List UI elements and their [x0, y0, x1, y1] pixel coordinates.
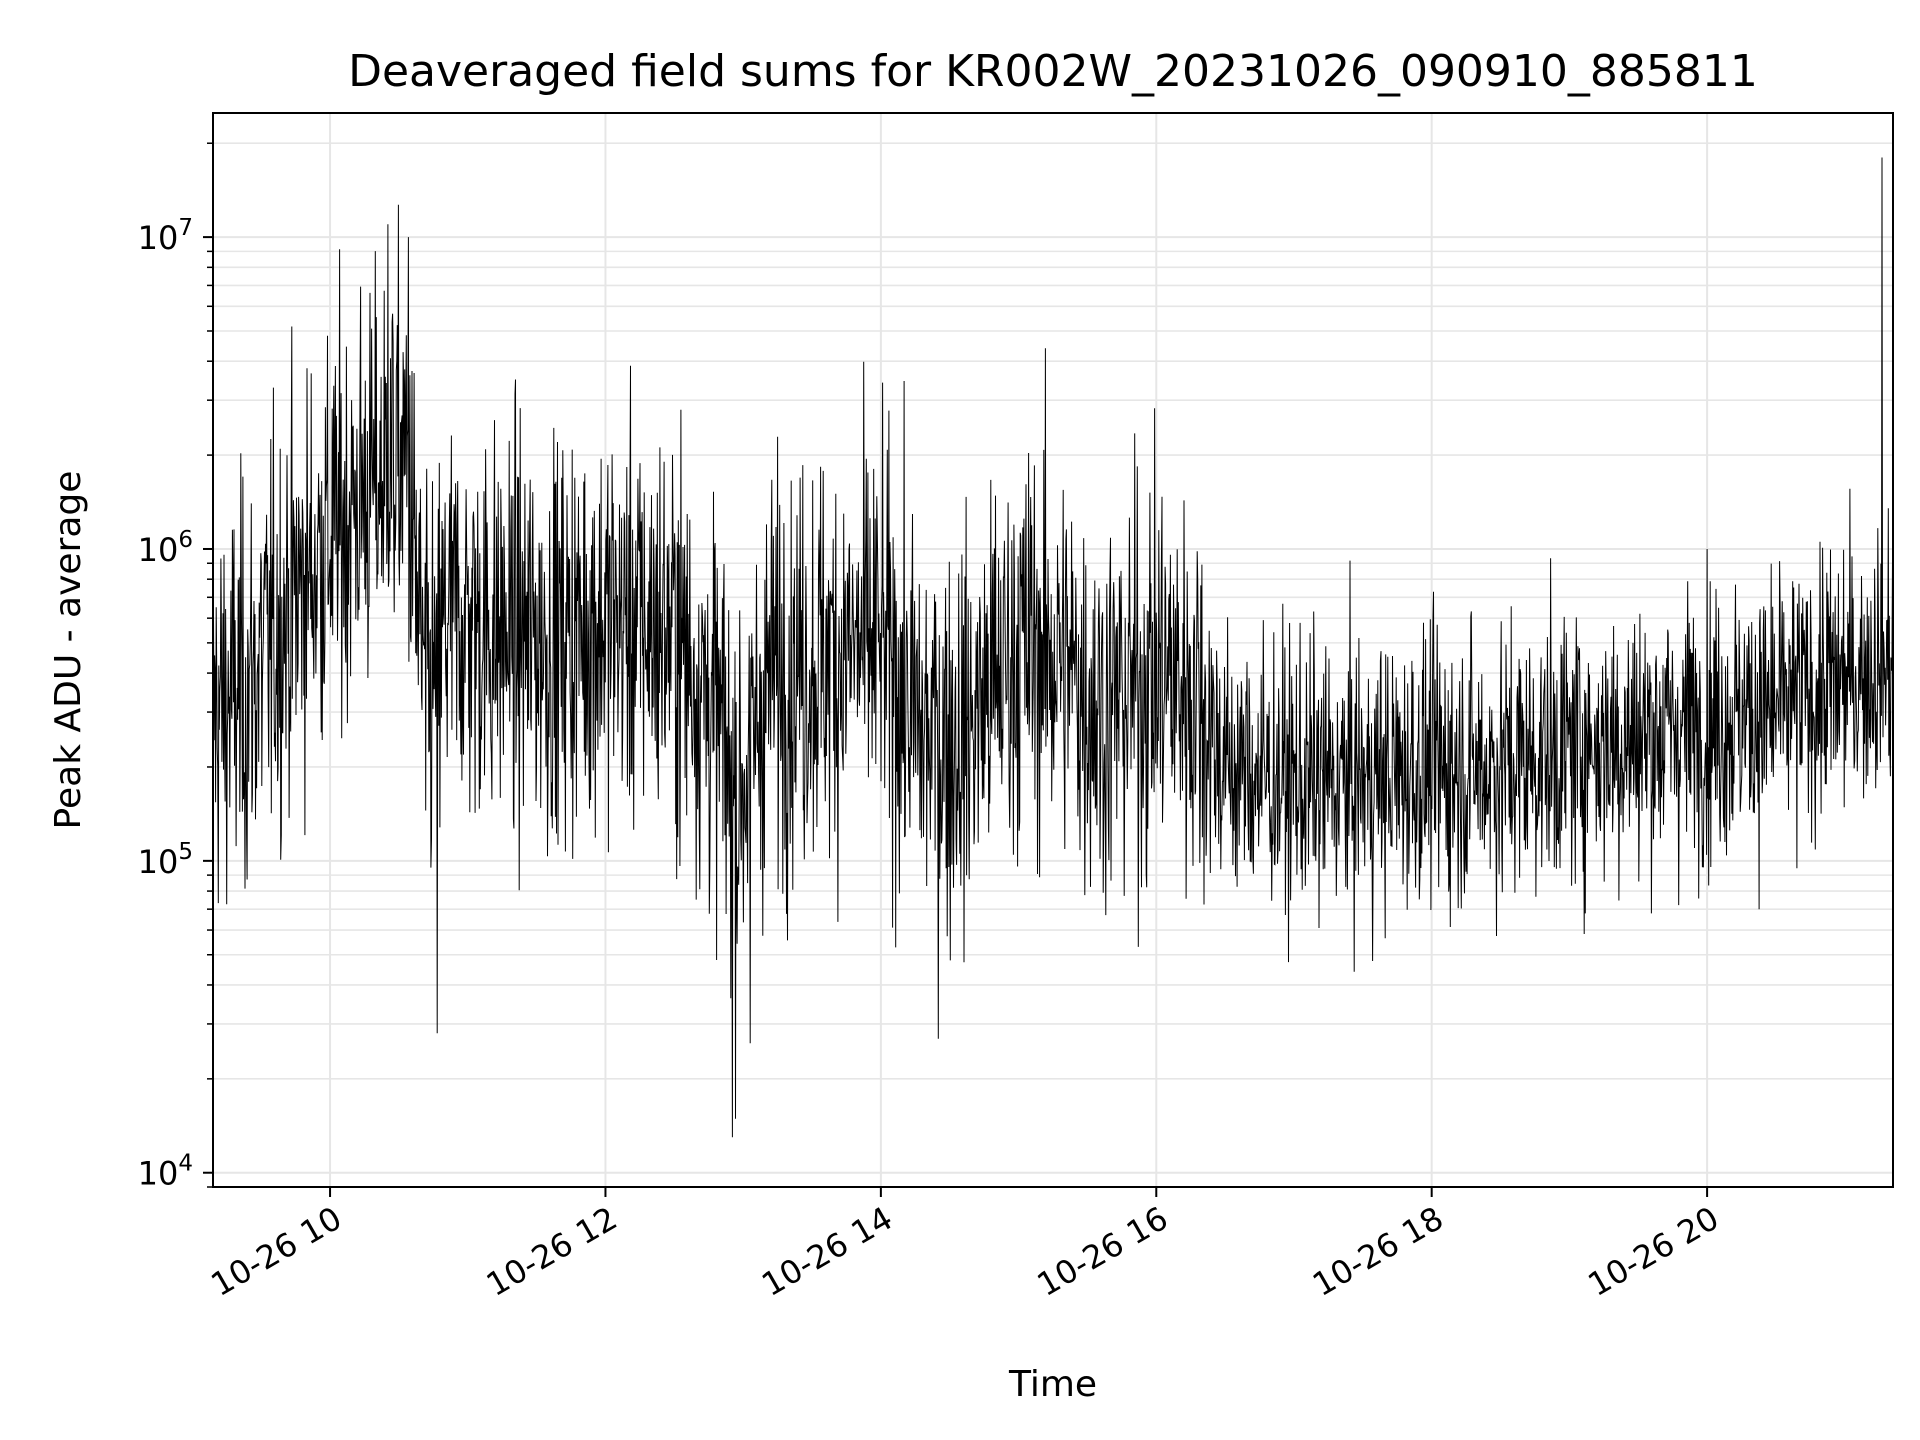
y-tick-label: 104 — [138, 1151, 193, 1193]
series-line — [213, 157, 1893, 1138]
plot-area — [213, 157, 1893, 1138]
y-axis-ticks: 104 105 106 107 — [138, 142, 213, 1193]
y-tick-label: 105 — [138, 839, 193, 881]
x-axis-label: Time — [1008, 1364, 1097, 1405]
y-tick-label: 107 — [138, 215, 193, 257]
y-axis-label: Peak ADU - average — [48, 471, 89, 830]
y-tick-label: 106 — [138, 527, 193, 569]
plot-frame — [212, 112, 1894, 1188]
chart-title: Deaveraged field sums for KR002W_2023102… — [348, 46, 1758, 97]
grid — [213, 113, 1893, 1188]
